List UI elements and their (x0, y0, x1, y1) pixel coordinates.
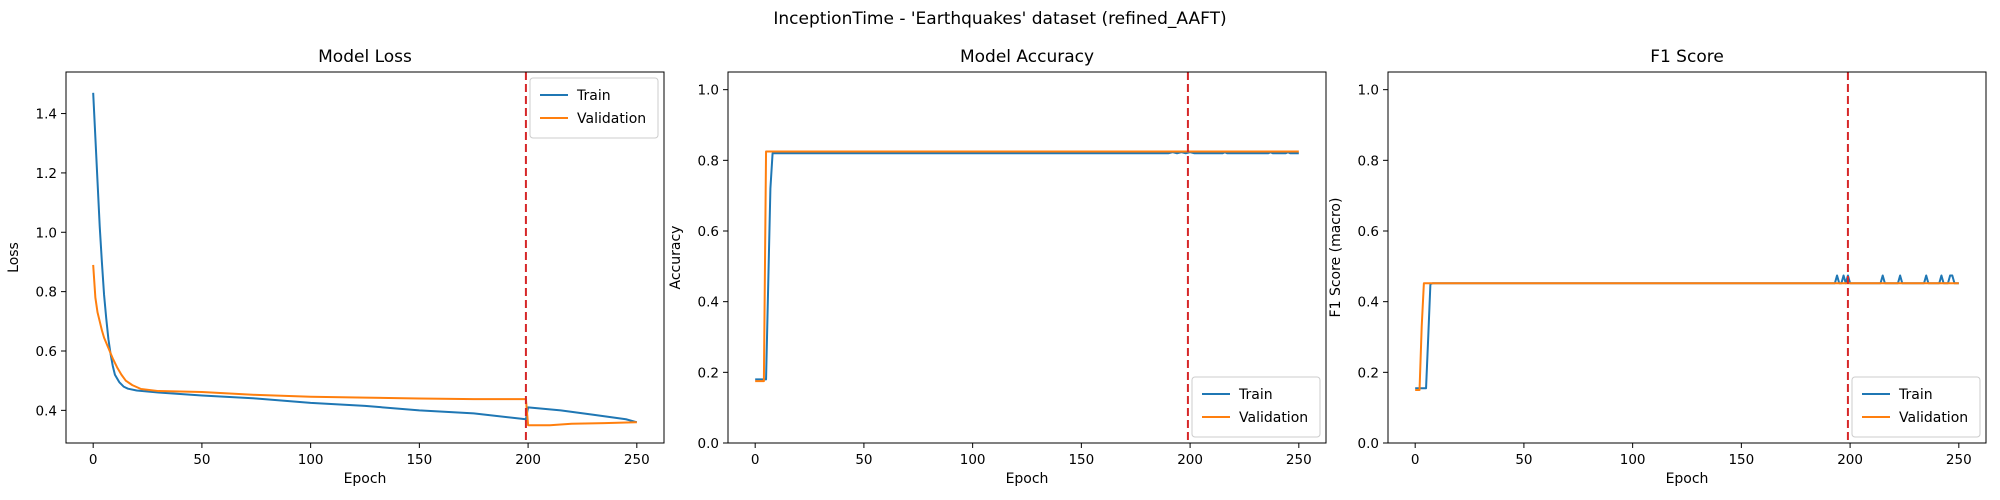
x-tick-label: 200 (1177, 452, 1203, 468)
x-tick-label: 100 (1620, 452, 1646, 468)
plot-area (755, 150, 1299, 383)
plot-area (1415, 274, 1959, 391)
legend: Train Validation (1851, 376, 1981, 438)
x-tick-label: 50 (855, 452, 872, 468)
y-tick-label: 1.0 (1358, 83, 1379, 99)
chart-panel-3: F1 Score Epoch F1 Score (macro) 0 50 100 150 20… (1328, 47, 1987, 487)
y-tick-label: 1.4 (36, 107, 57, 123)
legend-box (1191, 376, 1321, 438)
legend: Train Validation (1191, 376, 1321, 438)
axes-frame (727, 71, 1327, 444)
x-axis-label: Epoch (1666, 471, 1709, 487)
chart-panel-1: Model Loss Epoch Loss 0 50 100 150 200 250 0.4 0.6… (6, 47, 665, 487)
x-tick-label: 0 (751, 452, 760, 468)
legend-box (529, 77, 659, 139)
x-axis-label: Epoch (344, 471, 387, 487)
y-tick-label: 0.0 (1358, 436, 1379, 452)
chart-title: Model Loss (318, 47, 412, 67)
legend-label-validation: Validation (577, 111, 646, 127)
x-axis-label: Epoch (1006, 471, 1049, 487)
legend-label-train: Train (1898, 387, 1933, 403)
plot-area (92, 92, 638, 427)
x-tick-label: 200 (1837, 452, 1863, 468)
y-tick-label: 0.6 (1358, 224, 1379, 240)
x-tick-label: 250 (624, 452, 650, 468)
legend-label-validation: Validation (1899, 410, 1968, 426)
y-tick-label: 0.6 (36, 344, 57, 360)
y-tick-label: 0.4 (1358, 295, 1379, 311)
y-axis-label: F1 Score (macro) (1328, 198, 1344, 318)
legend-label-train: Train (1238, 387, 1273, 403)
y-tick-label: 0.6 (698, 224, 719, 240)
series-line-validation (755, 150, 1299, 383)
x-tick-label: 150 (1068, 452, 1094, 468)
y-tick-label: 0.0 (698, 436, 719, 452)
y-tick-label: 0.8 (1358, 153, 1379, 169)
y-tick-label: 0.4 (36, 403, 57, 419)
y-tick-label: 0.8 (698, 153, 719, 169)
figure-suptitle: InceptionTime - 'Earthquakes' dataset (r… (773, 9, 1226, 29)
series-line-train (1415, 274, 1959, 390)
y-axis-label: Accuracy (668, 226, 684, 290)
chart-panel-2: Model Accuracy Epoch Accuracy 0 50 100 150 200 2… (668, 47, 1327, 487)
x-tick-label: 250 (1286, 452, 1312, 468)
legend-label-validation: Validation (1239, 410, 1308, 426)
series-line-train (92, 92, 638, 424)
axes-frame (65, 71, 665, 444)
y-tick-label: 0.8 (36, 285, 57, 301)
x-tick-label: 150 (1728, 452, 1754, 468)
x-tick-label: 100 (298, 452, 324, 468)
y-tick-label: 0.2 (698, 365, 719, 381)
y-tick-label: 1.0 (36, 225, 57, 241)
chart-title: Model Accuracy (960, 47, 1094, 67)
series-line-train (755, 151, 1299, 381)
y-tick-label: 1.0 (698, 83, 719, 99)
x-tick-label: 250 (1946, 452, 1972, 468)
y-tick-label: 0.4 (698, 295, 719, 311)
legend: Train Validation (529, 77, 659, 139)
x-tick-label: 100 (960, 452, 986, 468)
x-tick-label: 200 (515, 452, 541, 468)
y-axis-label: Loss (6, 242, 22, 273)
x-tick-label: 0 (89, 452, 98, 468)
y-tick-label: 1.2 (36, 166, 57, 182)
x-tick-label: 50 (1515, 452, 1532, 468)
legend-label-train: Train (576, 88, 611, 104)
x-tick-label: 50 (193, 452, 210, 468)
chart-title: F1 Score (1650, 47, 1724, 67)
y-tick-label: 0.2 (1358, 365, 1379, 381)
panels: Model Loss Epoch Loss 0 50 100 150 200 250 0.4 0.6… (6, 47, 1987, 487)
x-tick-label: 150 (406, 452, 432, 468)
x-tick-label: 0 (1411, 452, 1420, 468)
axes-frame (1387, 71, 1987, 444)
legend-box (1851, 376, 1981, 438)
series-line-validation (1415, 282, 1959, 391)
series-line-validation (92, 264, 637, 427)
